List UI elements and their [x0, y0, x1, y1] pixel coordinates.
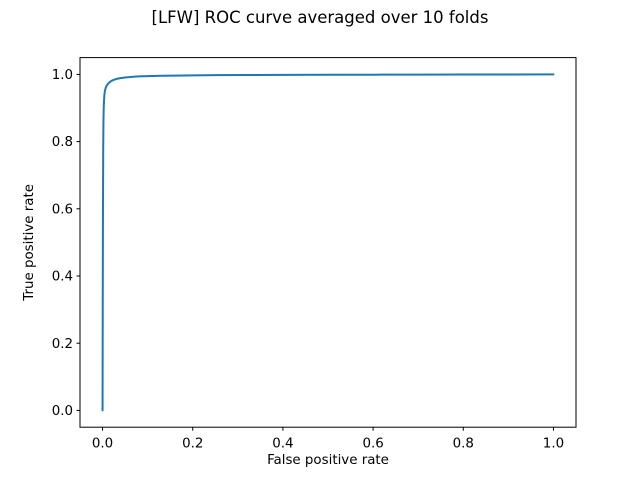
chart-title: [LFW] ROC curve averaged over 10 folds — [152, 8, 489, 27]
x-tick-label: 1.0 — [543, 437, 564, 452]
y-axis-label: True positive rate — [22, 184, 37, 302]
roc-curve-line — [101, 73, 555, 412]
x-tick-label: 0.4 — [272, 437, 293, 452]
x-tick-label: 0.8 — [453, 437, 474, 452]
y-tick-label: 0.4 — [52, 270, 73, 285]
y-tick-label: 0.8 — [52, 135, 73, 150]
axes-box — [79, 57, 577, 428]
x-axis-label: False positive rate — [267, 453, 389, 468]
y-axis-ticks: 0.0 0.2 0.4 0.6 0.8 1.0 — [52, 68, 80, 419]
y-tick-label: 0.0 — [52, 404, 73, 419]
y-tick-label: 1.0 — [52, 68, 73, 83]
x-tick-label: 0.6 — [362, 437, 383, 452]
x-tick-label: 0.2 — [182, 437, 203, 452]
y-tick-label: 0.6 — [52, 202, 73, 217]
y-tick-label: 0.2 — [52, 337, 73, 352]
x-tick-label: 0.0 — [92, 437, 113, 452]
x-axis-ticks: 0.0 0.2 0.4 0.6 0.8 1.0 — [92, 427, 564, 452]
